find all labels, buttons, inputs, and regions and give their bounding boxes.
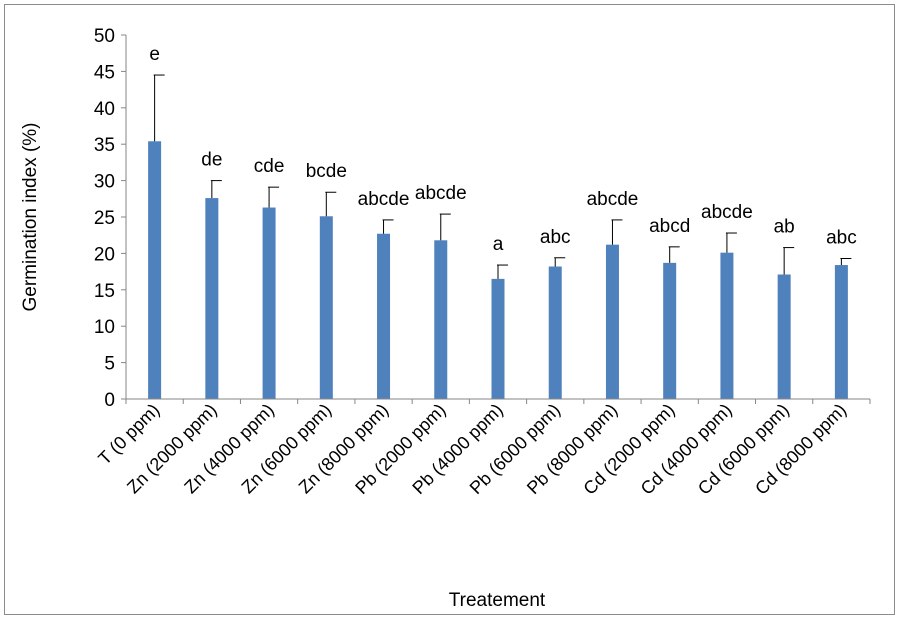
bar: [834, 265, 848, 399]
chart-frame: 0 5 10 15 20 25 30 35 40 45 50 e de cde bcde abcde abcd…: [4, 4, 895, 615]
y-tick-label: 45: [94, 62, 115, 83]
bar: [491, 278, 505, 399]
y-tick-label: 40: [94, 99, 115, 120]
significance-letter: abc: [540, 227, 571, 248]
x-axis-categories: T (0 ppm)Zn (2000 ppm)Zn (4000 ppm)Zn (6…: [94, 400, 850, 499]
bar: [720, 252, 734, 399]
y-tick-label: 0: [104, 390, 115, 411]
y-axis-ticks: 0 5 10 15 20 25 30 35 40 45 50: [94, 26, 871, 411]
significance-letter: a: [493, 234, 504, 255]
bar: [605, 244, 619, 399]
significance-letter: cde: [254, 156, 285, 177]
bars: [148, 141, 848, 399]
bar: [262, 207, 276, 399]
x-axis-title: Treatement: [449, 590, 546, 611]
y-tick-label: 5: [104, 354, 115, 375]
y-tick-label: 50: [94, 26, 115, 47]
bar: [377, 233, 391, 399]
significance-letter: abc: [826, 227, 857, 248]
significance-letter: abcde: [415, 183, 467, 204]
bar: [548, 266, 562, 399]
y-tick-label: 25: [94, 208, 115, 229]
bar: [205, 198, 219, 399]
significance-letter: de: [201, 150, 222, 171]
significance-letter: abcde: [358, 189, 410, 210]
y-tick-label: 10: [94, 317, 115, 338]
y-tick-label: 35: [94, 135, 115, 156]
significance-letter: bcde: [306, 161, 347, 182]
bar: [319, 216, 333, 399]
significance-letter: e: [149, 44, 160, 65]
significance-letter: abcde: [701, 202, 753, 223]
error-bars: [153, 74, 852, 279]
bar: [777, 274, 791, 399]
y-tick-label: 15: [94, 281, 115, 302]
significance-letter: abcd: [649, 216, 690, 237]
y-axis-title: Germination index (%): [20, 122, 41, 311]
y-tick-label: 20: [94, 244, 115, 265]
significance-letter: abcde: [587, 189, 639, 210]
bar: [148, 141, 162, 399]
bar: [434, 240, 448, 399]
bar: [663, 262, 677, 399]
significance-letter: ab: [774, 217, 795, 238]
y-tick-label: 30: [94, 172, 115, 193]
